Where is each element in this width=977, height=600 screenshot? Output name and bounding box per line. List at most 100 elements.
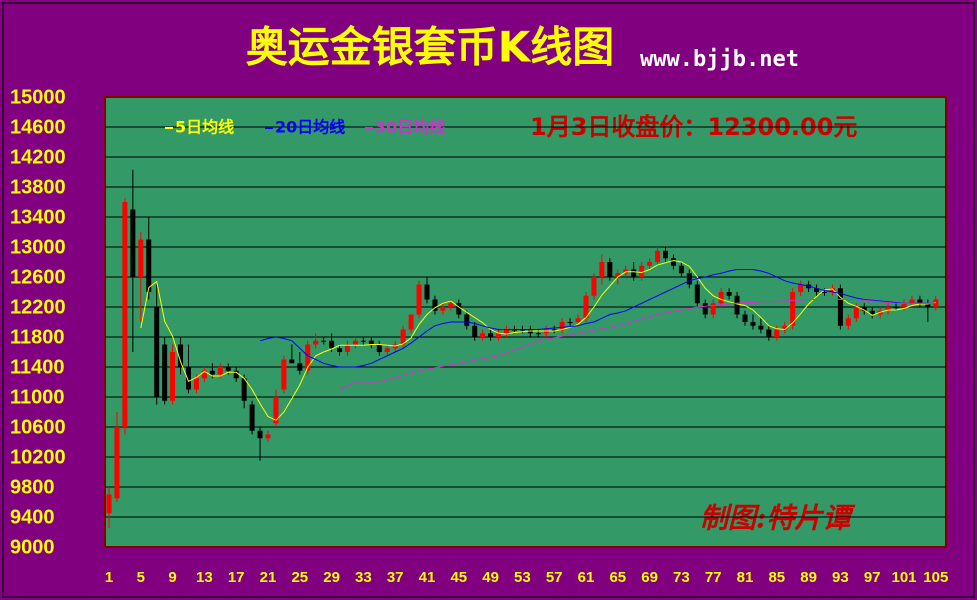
candle-body bbox=[670, 258, 676, 266]
candle-body bbox=[575, 318, 581, 322]
x-tick-label: 5 bbox=[137, 569, 145, 586]
candle-body bbox=[488, 333, 494, 337]
candle-body bbox=[845, 318, 851, 326]
candle-body bbox=[869, 310, 875, 315]
candle-body bbox=[130, 209, 136, 277]
ma-line bbox=[259, 269, 936, 368]
candle-body bbox=[456, 303, 462, 315]
x-tick-label: 33 bbox=[355, 569, 372, 586]
candle-body bbox=[408, 314, 414, 330]
candle-body bbox=[639, 265, 645, 277]
y-tick-label: 11400 bbox=[10, 356, 65, 378]
x-tick-label: 61 bbox=[578, 569, 595, 586]
x-tick-label: 17 bbox=[228, 569, 245, 586]
candle-body bbox=[750, 322, 756, 326]
candle-body bbox=[782, 325, 788, 330]
plot-area bbox=[104, 96, 947, 548]
candle-body bbox=[114, 427, 120, 499]
candle-body bbox=[551, 329, 557, 331]
chart-title: 奥运金银套币K线图 bbox=[246, 23, 615, 72]
candle-body bbox=[702, 303, 708, 315]
y-tick-label: 13400 bbox=[10, 206, 66, 228]
candle-body bbox=[814, 288, 820, 292]
candle-body bbox=[448, 303, 454, 307]
candle-body bbox=[615, 273, 621, 277]
y-tick-label: 12200 bbox=[10, 296, 66, 318]
candle-body bbox=[281, 359, 287, 390]
candle-body bbox=[742, 314, 748, 322]
candle-body bbox=[909, 299, 915, 304]
x-tick-label: 97 bbox=[864, 569, 881, 586]
x-tick-label: 101 bbox=[891, 569, 916, 586]
candle-body bbox=[631, 269, 637, 277]
subtitle: www.bjjb.net bbox=[640, 47, 799, 72]
candle-body bbox=[472, 325, 478, 337]
x-tick-label: 85 bbox=[768, 569, 785, 586]
y-tick-label: 10200 bbox=[10, 446, 66, 468]
y-tick-label: 15000 bbox=[10, 86, 66, 108]
x-tick-label: 105 bbox=[923, 569, 948, 586]
candle-body bbox=[384, 348, 390, 352]
candle-body bbox=[257, 430, 263, 439]
candle-body bbox=[678, 265, 684, 274]
x-tick-label: 69 bbox=[641, 569, 658, 586]
candle-body bbox=[122, 202, 128, 427]
candle-body bbox=[734, 295, 740, 315]
y-tick-label: 13800 bbox=[10, 176, 66, 198]
candle-body bbox=[432, 299, 438, 311]
candle-body bbox=[337, 348, 343, 352]
y-tick-label: 10600 bbox=[10, 416, 66, 438]
x-tick-label: 37 bbox=[387, 569, 404, 586]
candle-body bbox=[837, 288, 843, 326]
candle-body bbox=[535, 333, 541, 335]
candle-body bbox=[861, 307, 867, 311]
candle-body bbox=[798, 284, 804, 292]
candle-body bbox=[774, 329, 780, 337]
candle-body bbox=[265, 434, 271, 439]
candle-body bbox=[249, 404, 255, 431]
candle-body bbox=[106, 494, 112, 514]
candle-body bbox=[273, 397, 279, 424]
candle-body bbox=[655, 250, 661, 262]
legend-label: 30日均线 bbox=[375, 118, 445, 137]
candle-body bbox=[193, 378, 199, 390]
candle-body bbox=[726, 292, 732, 296]
candle-body bbox=[376, 344, 382, 352]
x-tick-label: 57 bbox=[546, 569, 563, 586]
candle-body bbox=[893, 307, 899, 308]
y-tick-label: 13000 bbox=[10, 236, 66, 258]
x-tick-label: 1 bbox=[105, 569, 113, 586]
candle-body bbox=[694, 284, 700, 304]
candle-body bbox=[154, 307, 160, 397]
candle-body bbox=[138, 239, 144, 277]
x-tick-label: 73 bbox=[673, 569, 690, 586]
ma-line bbox=[140, 259, 936, 421]
x-tick-label: 21 bbox=[260, 569, 277, 586]
candle-body bbox=[766, 329, 772, 337]
candle-body bbox=[559, 322, 565, 330]
candle-body bbox=[360, 340, 366, 342]
candle-body bbox=[504, 329, 509, 334]
candle-body bbox=[718, 292, 724, 304]
candle-body bbox=[758, 325, 764, 330]
candle-body bbox=[686, 273, 692, 285]
candle-body bbox=[885, 307, 891, 311]
legend-label: 5日均线 bbox=[175, 118, 234, 137]
candle-body bbox=[599, 262, 605, 277]
x-tick-label: 41 bbox=[419, 569, 436, 586]
candle-body bbox=[710, 303, 716, 315]
y-tick-label: 9800 bbox=[10, 476, 55, 498]
y-tick-label: 11800 bbox=[10, 326, 65, 348]
x-tick-label: 77 bbox=[705, 569, 722, 586]
candle-body bbox=[233, 370, 239, 379]
candle-body bbox=[790, 292, 796, 326]
x-tick-label: 9 bbox=[168, 569, 176, 586]
candle-body bbox=[162, 344, 168, 401]
x-tick-label: 45 bbox=[450, 569, 467, 586]
candle-body bbox=[496, 333, 502, 337]
candle-body bbox=[901, 303, 907, 307]
candle-body bbox=[186, 367, 191, 390]
y-tick-label: 14200 bbox=[10, 146, 66, 168]
candle-body bbox=[209, 370, 215, 375]
